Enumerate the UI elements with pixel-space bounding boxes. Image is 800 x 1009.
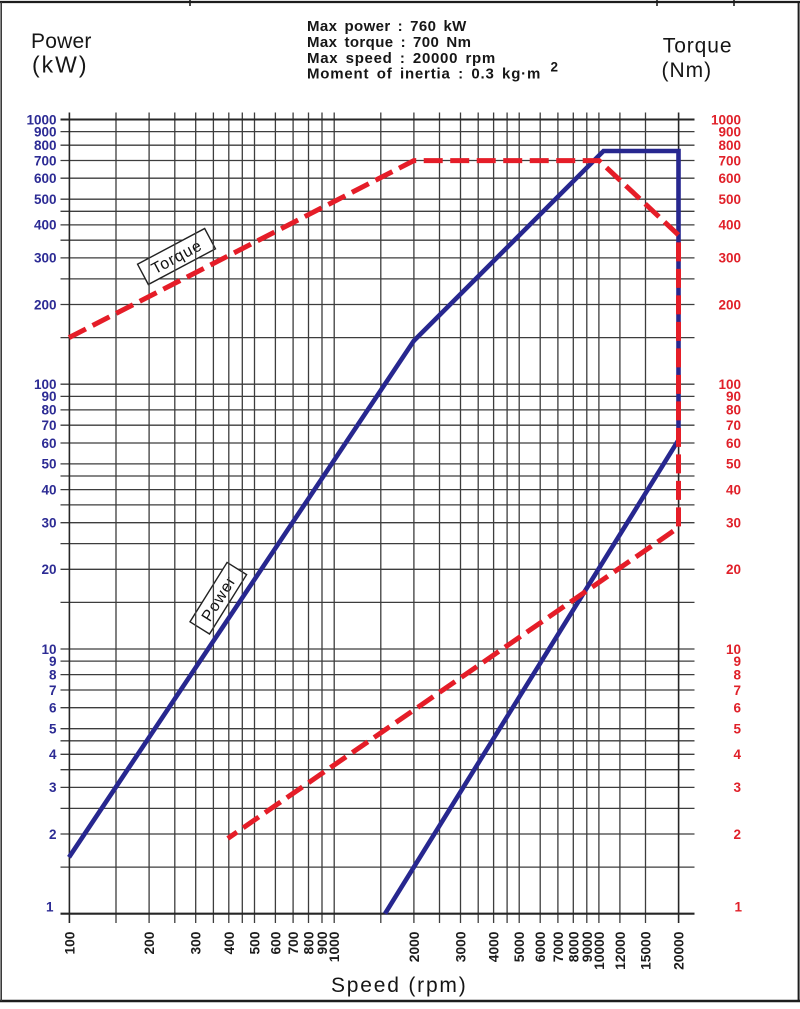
svg-text:30: 30 <box>41 516 56 531</box>
svg-text:400: 400 <box>34 218 57 233</box>
svg-text:30: 30 <box>726 516 741 531</box>
svg-text:500: 500 <box>718 192 741 207</box>
svg-text:300: 300 <box>34 251 57 266</box>
svg-text:50: 50 <box>41 457 56 472</box>
svg-text:1000: 1000 <box>327 931 342 962</box>
svg-text:2000: 2000 <box>407 931 422 962</box>
svg-text:800: 800 <box>34 138 57 153</box>
svg-text:Max speed : 20000 rpm: Max speed : 20000 rpm <box>307 50 496 67</box>
svg-text:4: 4 <box>49 747 57 762</box>
svg-text:900: 900 <box>34 124 57 139</box>
svg-text:60: 60 <box>726 436 741 451</box>
svg-text:6000: 6000 <box>533 931 548 962</box>
svg-text:(Nm): (Nm) <box>662 59 713 82</box>
svg-text:Power: Power <box>31 30 92 53</box>
svg-text:200: 200 <box>142 931 157 954</box>
svg-text:5: 5 <box>733 722 741 737</box>
svg-text:2: 2 <box>551 60 559 75</box>
svg-text:3000: 3000 <box>454 931 469 962</box>
svg-text:60: 60 <box>41 436 56 451</box>
svg-text:600: 600 <box>718 171 741 186</box>
svg-text:20: 20 <box>41 562 56 577</box>
svg-text:100: 100 <box>62 931 77 954</box>
svg-text:3: 3 <box>49 780 57 795</box>
svg-text:1000: 1000 <box>711 112 741 127</box>
svg-text:80: 80 <box>726 403 741 418</box>
svg-text:Speed (rpm): Speed (rpm) <box>331 974 468 997</box>
svg-text:3: 3 <box>733 780 741 795</box>
svg-text:50: 50 <box>726 457 741 472</box>
svg-text:70: 70 <box>726 418 741 433</box>
svg-text:40: 40 <box>41 482 56 497</box>
svg-text:Max torque : 700 Nm: Max torque : 700 Nm <box>307 34 471 51</box>
svg-text:(kW): (kW) <box>32 52 89 78</box>
svg-text:600: 600 <box>268 931 283 954</box>
svg-text:Moment of inertia : 0.3 k: Moment of inertia : 0.3 kg·m <box>307 66 541 83</box>
svg-text:400: 400 <box>222 931 237 954</box>
svg-text:40: 40 <box>726 482 741 497</box>
svg-text:9: 9 <box>733 654 741 669</box>
svg-text:10: 10 <box>41 642 56 657</box>
svg-text:5000: 5000 <box>512 931 527 962</box>
svg-text:15000: 15000 <box>639 931 654 970</box>
svg-text:90: 90 <box>726 389 741 404</box>
svg-text:20: 20 <box>726 562 741 577</box>
svg-text:10000: 10000 <box>592 931 607 970</box>
svg-text:8000: 8000 <box>566 931 581 962</box>
svg-text:100: 100 <box>34 377 57 392</box>
svg-text:700: 700 <box>286 931 301 954</box>
svg-text:600: 600 <box>34 171 57 186</box>
svg-text:900: 900 <box>315 931 330 954</box>
svg-text:800: 800 <box>718 138 741 153</box>
svg-text:12000: 12000 <box>613 931 628 970</box>
svg-text:6: 6 <box>733 701 741 716</box>
svg-text:4: 4 <box>733 747 741 762</box>
svg-text:Torque: Torque <box>663 35 733 58</box>
svg-text:10: 10 <box>726 642 741 657</box>
svg-text:7: 7 <box>733 683 741 698</box>
svg-text:90: 90 <box>41 389 56 404</box>
svg-text:200: 200 <box>34 297 57 312</box>
svg-text:900: 900 <box>718 124 741 139</box>
svg-text:300: 300 <box>718 251 741 266</box>
svg-text:200: 200 <box>718 297 741 312</box>
svg-text:6: 6 <box>49 701 57 716</box>
svg-text:80: 80 <box>41 403 56 418</box>
svg-text:700: 700 <box>34 153 57 168</box>
svg-text:1: 1 <box>734 900 742 915</box>
svg-text:7: 7 <box>49 683 57 698</box>
svg-text:4000: 4000 <box>487 931 502 962</box>
svg-text:500: 500 <box>248 931 263 954</box>
svg-text:700: 700 <box>718 153 741 168</box>
svg-text:1: 1 <box>46 900 54 915</box>
svg-text:9000: 9000 <box>580 931 595 962</box>
svg-text:8: 8 <box>49 667 57 682</box>
svg-text:400: 400 <box>718 218 741 233</box>
svg-text:5: 5 <box>49 722 57 737</box>
svg-text:1000: 1000 <box>26 112 56 127</box>
svg-text:Max power : 760 kW: Max power : 760 kW <box>307 18 467 35</box>
svg-text:800: 800 <box>302 931 317 954</box>
svg-text:500: 500 <box>34 192 57 207</box>
svg-text:300: 300 <box>189 931 204 954</box>
svg-text:70: 70 <box>41 418 56 433</box>
svg-text:8: 8 <box>733 667 741 682</box>
svg-text:20000: 20000 <box>672 931 687 970</box>
svg-text:100: 100 <box>718 377 741 392</box>
svg-text:7000: 7000 <box>551 931 566 962</box>
svg-text:2: 2 <box>49 827 57 842</box>
svg-text:9: 9 <box>49 654 57 669</box>
svg-text:2: 2 <box>733 827 741 842</box>
